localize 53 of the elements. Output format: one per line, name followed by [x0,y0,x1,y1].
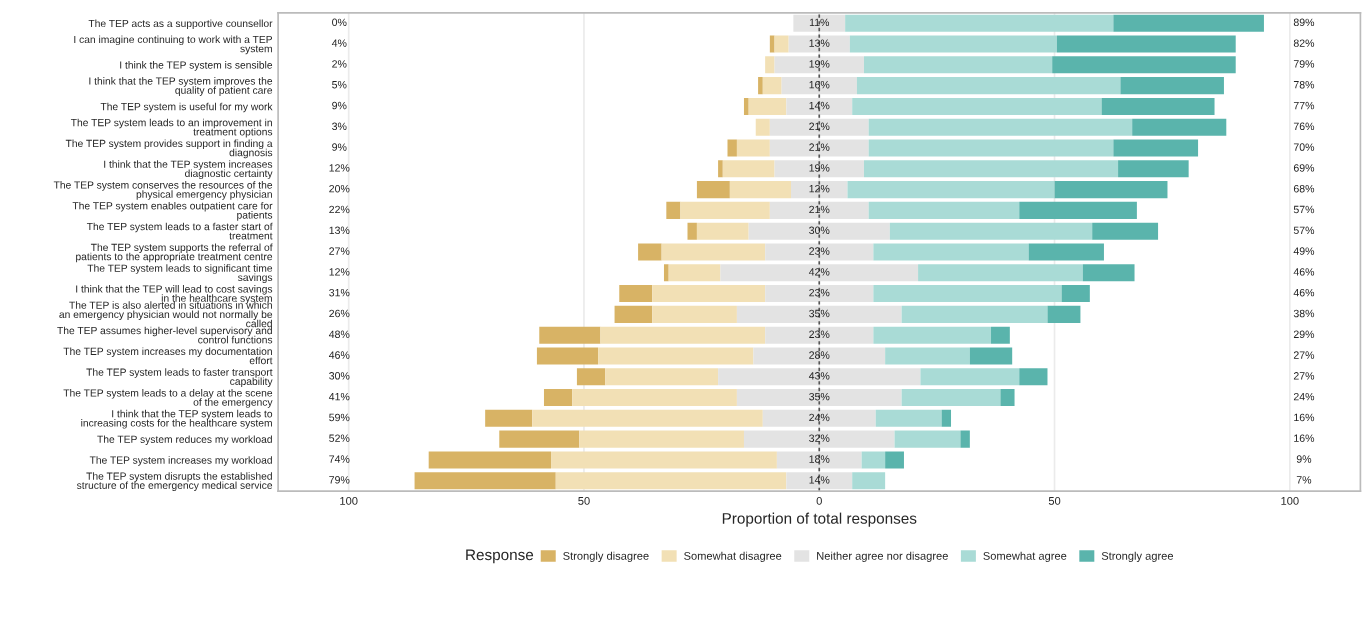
bar [572,389,737,407]
bar [748,97,787,115]
bar [861,451,886,469]
bar [781,77,857,95]
bar [638,243,662,261]
bar [847,181,1055,199]
bar [960,430,970,448]
bar [786,97,853,115]
bar [852,472,886,490]
bar [743,97,749,115]
bar [774,35,789,53]
bar [727,139,737,157]
bar [605,368,719,386]
bar [532,409,763,427]
bar [941,409,952,427]
bar [762,77,782,95]
bar [1019,368,1048,386]
bar [1054,181,1168,199]
bar [769,35,775,53]
bar [543,389,573,407]
bar [652,285,766,303]
bar [687,222,697,240]
bar [901,305,1048,323]
bar [680,201,770,219]
bar [619,285,653,303]
bar [1019,201,1137,219]
bar [652,305,737,323]
bar [885,451,904,469]
bar [696,181,730,199]
bar [845,14,1114,32]
bar [852,97,1102,115]
bar [894,430,961,448]
bar [1101,97,1215,115]
bar [1047,305,1081,323]
bar [920,368,1020,386]
bar [1120,77,1224,95]
bar [856,77,1121,95]
bar [663,264,669,282]
bar [1061,285,1090,303]
bar [666,201,681,219]
bar [868,201,1020,219]
bar [729,181,792,199]
bar [614,305,653,323]
bar [1113,14,1264,32]
bar [576,368,606,386]
bar [485,409,533,427]
bar [901,389,1001,407]
bar [414,472,556,490]
bar [765,56,775,74]
bar [875,409,942,427]
bar [873,285,1062,303]
bar [1000,389,1015,407]
bar [555,472,787,490]
